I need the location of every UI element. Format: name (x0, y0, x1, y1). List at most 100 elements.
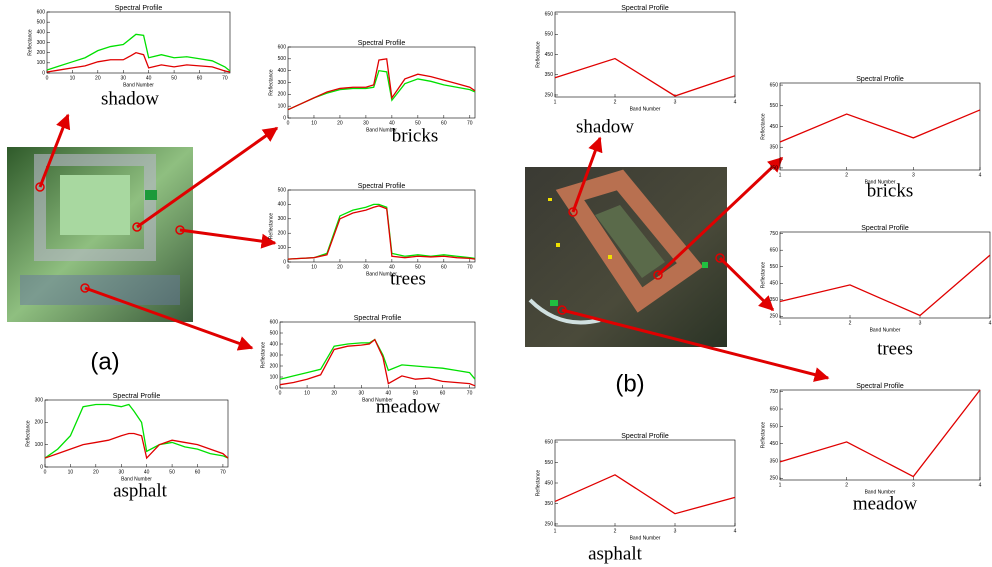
x-tick-label: 10 (311, 264, 317, 270)
series-line (45, 434, 228, 459)
y-tick-label: 550 (770, 264, 779, 270)
y-tick-label: 200 (278, 231, 287, 237)
image-b (525, 167, 727, 347)
y-tick-label: 450 (770, 124, 779, 130)
x-tick-label: 1 (779, 482, 782, 488)
series-line (288, 206, 475, 259)
x-tick-label: 30 (358, 390, 364, 396)
x-tick-label: 40 (386, 390, 392, 396)
y-axis-label: Reflectance (25, 420, 31, 447)
x-tick-label: 1 (554, 528, 557, 534)
x-tick-label: 20 (331, 390, 337, 396)
caption: bricks (867, 180, 913, 201)
x-tick-label: 10 (311, 120, 317, 126)
x-axis-label: Band Number (630, 535, 661, 541)
chart-title: Spectral Profile (113, 393, 161, 400)
y-tick-label: 450 (545, 480, 554, 486)
y-tick-label: 350 (545, 501, 554, 507)
page: {"panel_labels":["(a)","(b)"], "chart_da… (0, 0, 992, 567)
x-tick-label: 2 (849, 320, 852, 326)
y-axis-label: Reflectance (760, 113, 766, 140)
x-tick-label: 60 (197, 75, 203, 81)
x-tick-label: 10 (68, 469, 74, 475)
x-tick-label: 3 (674, 528, 677, 534)
x-tick-label: 4 (979, 172, 982, 178)
y-tick-label: 500 (270, 330, 279, 336)
x-tick-label: 40 (389, 120, 395, 126)
chart-title: Spectral Profile (621, 433, 669, 440)
plot-frame (45, 400, 228, 467)
x-tick-label: 0 (44, 469, 47, 475)
caption: asphalt (113, 480, 168, 501)
panel-label: (a) (90, 348, 119, 375)
y-tick-label: 500 (278, 56, 287, 62)
series-line (45, 404, 228, 458)
y-tick-label: 300 (37, 40, 46, 46)
y-axis-label: Reflectance (260, 342, 266, 369)
x-tick-label: 70 (220, 469, 226, 475)
series-line (47, 53, 230, 72)
caption: shadow (101, 88, 159, 109)
x-tick-label: 50 (415, 120, 421, 126)
x-tick-label: 30 (363, 264, 369, 270)
y-axis-label: Reflectance (268, 69, 274, 96)
x-tick-label: 1 (554, 99, 557, 105)
x-tick-label: 2 (845, 482, 848, 488)
caption: asphalt (588, 543, 643, 564)
series-line (555, 475, 735, 514)
x-tick-label: 0 (279, 390, 282, 396)
x-tick-label: 50 (415, 264, 421, 270)
y-tick-label: 350 (545, 72, 554, 78)
x-tick-label: 40 (389, 264, 395, 270)
x-tick-label: 4 (734, 99, 737, 105)
y-tick-label: 250 (770, 314, 779, 320)
y-axis-label: Reflectance (268, 213, 274, 240)
plot-frame (47, 12, 230, 73)
y-tick-label: 250 (770, 476, 779, 482)
y-tick-label: 550 (770, 424, 779, 430)
x-tick-label: 70 (467, 264, 473, 270)
plot-frame (288, 47, 475, 118)
x-tick-label: 70 (467, 120, 473, 126)
x-tick-label: 70 (222, 75, 228, 81)
y-tick-label: 450 (770, 441, 779, 447)
series-line (780, 255, 990, 315)
y-axis-label: Reflectance (27, 29, 33, 56)
chart-title: Spectral Profile (861, 225, 909, 232)
y-tick-label: 100 (278, 103, 287, 109)
x-tick-label: 40 (146, 75, 152, 81)
y-tick-label: 300 (270, 352, 279, 358)
x-tick-label: 70 (467, 390, 473, 396)
x-tick-label: 10 (70, 75, 76, 81)
x-tick-label: 2 (614, 99, 617, 105)
y-tick-label: 500 (37, 19, 46, 25)
x-tick-label: 10 (304, 390, 310, 396)
y-tick-label: 750 (770, 389, 779, 395)
y-tick-label: 200 (278, 92, 287, 98)
x-tick-label: 20 (93, 469, 99, 475)
x-tick-label: 2 (614, 528, 617, 534)
x-tick-label: 3 (912, 482, 915, 488)
y-tick-label: 200 (35, 420, 44, 426)
x-tick-label: 50 (413, 390, 419, 396)
series-line (780, 110, 980, 142)
y-tick-label: 550 (545, 32, 554, 38)
panel-label: (b) (615, 370, 644, 397)
y-tick-label: 200 (37, 50, 46, 56)
series-line (780, 390, 980, 477)
y-tick-label: 100 (270, 374, 279, 380)
y-tick-label: 300 (278, 216, 287, 222)
y-tick-label: 650 (545, 439, 554, 445)
x-tick-label: 0 (46, 75, 49, 81)
y-tick-label: 300 (35, 397, 44, 403)
plot-frame (288, 190, 475, 262)
caption: trees (390, 268, 426, 289)
y-tick-label: 250 (545, 92, 554, 98)
chart-title: Spectral Profile (115, 5, 163, 12)
chart-title: Spectral Profile (621, 5, 669, 12)
x-axis-label: Band Number (870, 327, 901, 333)
y-tick-label: 200 (270, 363, 279, 369)
y-tick-label: 100 (278, 245, 287, 251)
y-tick-label: 450 (770, 281, 779, 287)
plot-frame (780, 232, 990, 318)
